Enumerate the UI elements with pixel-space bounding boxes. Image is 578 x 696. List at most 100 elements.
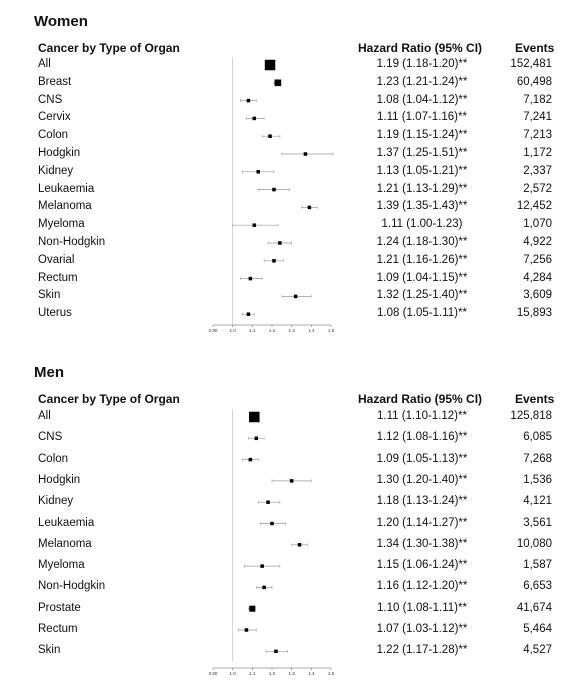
point-estimate <box>249 605 256 612</box>
point-estimate <box>289 479 294 483</box>
point-estimate <box>248 276 253 281</box>
x-tick-label: 1.3 <box>289 328 296 333</box>
events-count: 4,121 <box>523 495 552 508</box>
row-label: Non-Hodgkin <box>38 580 106 593</box>
events-count: 3,609 <box>523 289 552 302</box>
point-estimate <box>244 628 249 632</box>
hazard-ratio-text: 1.23 (1.21-1.24)** <box>376 75 468 88</box>
group-header: Cancer by Type of Organ <box>38 41 180 55</box>
x-tick-label: 1.3 <box>289 671 296 676</box>
events-header: Events <box>515 392 555 406</box>
x-tick-label: 1.4 <box>308 671 315 676</box>
hazard-ratio-text: 1.21 (1.16-1.26)** <box>376 253 468 266</box>
point-estimate <box>297 543 302 547</box>
events-count: 7,213 <box>523 129 552 142</box>
row-label: Hodgkin <box>38 473 81 486</box>
events-count: 6,085 <box>523 431 552 444</box>
hr-header: Hazard Ratio (95% CI) <box>358 392 483 406</box>
point-estimate <box>262 585 266 590</box>
x-tick-label: 1.1 <box>249 671 256 676</box>
events-count: 7,256 <box>523 253 552 266</box>
hazard-ratio-text: 1.11 (1.10-1.12)** <box>377 410 467 422</box>
x-tick-label: 1.2 <box>269 328 276 333</box>
row-label: Rectum <box>38 623 78 635</box>
hazard-ratio-text: 1.12 (1.08-1.16)** <box>376 431 468 444</box>
row-label: CNS <box>38 93 63 106</box>
x-tick-label: 1.1 <box>249 328 256 333</box>
events-count: 7,182 <box>523 93 552 106</box>
x-tick-label: 0.90 <box>209 328 218 333</box>
hazard-ratio-text: 1.13 (1.05-1.21)** <box>376 164 468 177</box>
point-estimate <box>252 223 257 227</box>
point-estimate <box>274 649 278 654</box>
events-count: 60,498 <box>516 75 552 88</box>
events-count: 1,587 <box>523 559 552 572</box>
point-estimate <box>246 98 251 103</box>
events-count: 2,572 <box>523 182 552 195</box>
events-count: 3,561 <box>523 516 552 529</box>
hazard-ratio-text: 1.19 (1.18-1.20)** <box>376 58 468 70</box>
row-label: Melanoma <box>38 537 92 550</box>
point-estimate <box>249 411 260 423</box>
hazard-ratio-text: 1.09 (1.05-1.13)** <box>376 452 468 465</box>
events-count: 2,337 <box>523 164 552 177</box>
hazard-ratio-text: 1.37 (1.25-1.51)** <box>376 147 468 159</box>
point-estimate <box>293 294 298 299</box>
events-count: 41,674 <box>516 601 552 614</box>
row-label: All <box>38 410 51 422</box>
hazard-ratio-text: 1.20 (1.14-1.27)** <box>376 516 468 529</box>
x-tick-label: 1.5 <box>328 671 335 676</box>
point-estimate <box>264 59 276 71</box>
row-label: Melanoma <box>38 200 92 213</box>
x-tick-label: 1.5 <box>328 328 335 333</box>
events-count: 1,070 <box>523 218 552 231</box>
point-estimate <box>270 521 274 526</box>
hazard-ratio-text: 1.21 (1.13-1.29)** <box>376 182 468 195</box>
row-label: Kidney <box>38 164 74 177</box>
point-estimate <box>248 457 253 462</box>
hazard-ratio-text: 1.39 (1.35-1.43)** <box>376 200 468 213</box>
hazard-ratio-text: 1.24 (1.18-1.30)** <box>376 236 468 248</box>
point-estimate <box>272 259 276 263</box>
hazard-ratio-text: 1.15 (1.06-1.24)** <box>376 559 468 572</box>
point-estimate <box>260 564 264 568</box>
row-label: All <box>38 58 51 70</box>
point-estimate <box>307 205 312 210</box>
x-tick-label: 1.2 <box>269 671 276 676</box>
x-tick-label: 1.4 <box>308 328 315 333</box>
row-label: Kidney <box>38 495 74 508</box>
x-tick-label: 1.0 <box>230 328 237 333</box>
row-label: Hodgkin <box>38 147 81 159</box>
row-label: Cervix <box>38 111 71 124</box>
hazard-ratio-text: 1.19 (1.15-1.24)** <box>376 129 468 142</box>
row-label: Leukaemia <box>38 516 95 529</box>
hazard-ratio-text: 1.08 (1.05-1.11)** <box>377 307 467 320</box>
point-estimate <box>256 170 260 174</box>
events-count: 4,922 <box>523 236 552 248</box>
point-estimate <box>254 436 259 441</box>
hazard-ratio-text: 1.18 (1.13-1.24)** <box>376 495 468 508</box>
row-label: Myeloma <box>38 559 85 572</box>
row-label: Ovarial <box>38 253 75 266</box>
events-count: 7,268 <box>523 452 552 465</box>
point-estimate <box>303 152 308 156</box>
row-label: Myeloma <box>38 218 85 231</box>
hazard-ratio-text: 1.30 (1.20-1.40)** <box>376 473 468 486</box>
row-label: Colon <box>38 129 69 142</box>
row-label: Non-Hodgkin <box>38 236 106 248</box>
events-count: 10,080 <box>516 537 552 550</box>
x-tick-label: 0.90 <box>209 671 218 676</box>
events-count: 125,818 <box>510 410 552 422</box>
point-estimate <box>266 500 270 504</box>
events-count: 7,241 <box>523 111 552 124</box>
point-estimate <box>268 134 272 138</box>
hazard-ratio-text: 1.11 (1.00-1.23) <box>381 218 463 231</box>
events-count: 152,481 <box>510 58 552 70</box>
group-header: Cancer by Type of Organ <box>38 392 180 406</box>
point-estimate <box>252 116 257 121</box>
row-label: Skin <box>38 289 61 302</box>
events-count: 1,172 <box>523 147 552 159</box>
row-label: Breast <box>38 75 72 88</box>
events-count: 6,653 <box>523 580 552 593</box>
hazard-ratio-text: 1.09 (1.04-1.15)** <box>376 271 468 284</box>
